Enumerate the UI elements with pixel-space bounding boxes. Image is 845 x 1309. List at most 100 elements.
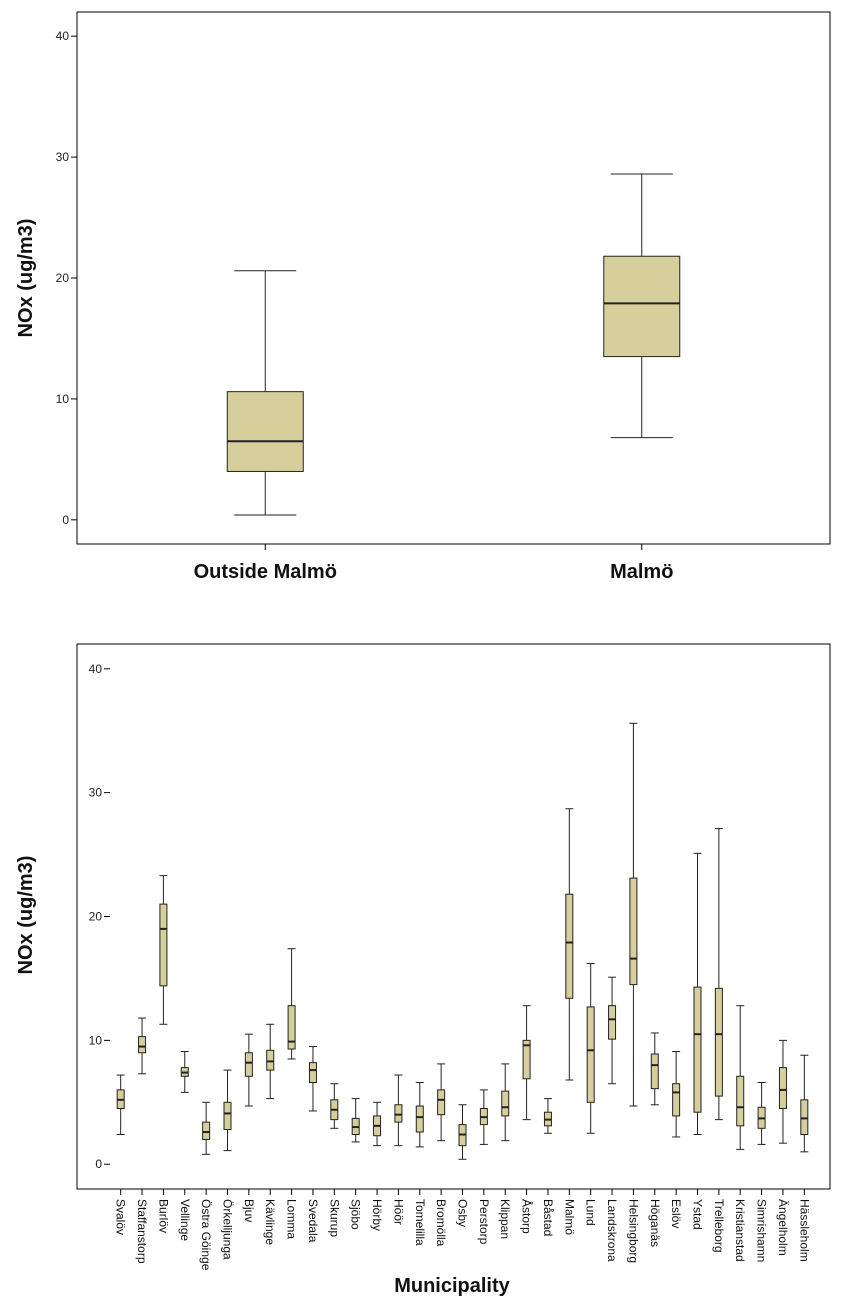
iqr-box — [608, 1005, 617, 1040]
box-plot — [159, 875, 168, 1025]
box-plot — [415, 1081, 424, 1148]
x-tick-label: Burlöv — [156, 1199, 170, 1233]
y-tick-label: 20 — [56, 271, 70, 285]
box-plot — [226, 270, 304, 516]
iqr-box — [565, 893, 574, 999]
x-tick-label: Bjuv — [242, 1199, 256, 1222]
box-plot — [650, 1032, 659, 1106]
x-axis: Svalöv Staffanstorp Burlöv Vellinge Östra Gö… — [114, 1189, 811, 1271]
box-plot — [223, 1069, 232, 1152]
plot-frame — [76, 11, 831, 545]
iqr-box — [693, 986, 702, 1113]
iqr-box — [308, 1062, 317, 1083]
box-plot — [330, 1083, 339, 1129]
x-tick-label: Eslöv — [669, 1199, 683, 1228]
y-axis-title: NOx (ug/m3) — [15, 219, 37, 338]
box-plot — [479, 1089, 488, 1145]
box-plot — [543, 1098, 552, 1134]
x-tick-label: Hörby — [370, 1199, 384, 1231]
box-plot — [308, 1046, 317, 1112]
iqr-box — [437, 1089, 446, 1116]
iqr-box — [415, 1105, 424, 1133]
box-plot — [757, 1081, 766, 1145]
box-plot — [736, 1005, 745, 1150]
iqr-box — [138, 1036, 147, 1054]
x-tick-label: Malmö — [610, 561, 673, 583]
chart-region-malmo-vs-outside: 0 10 20 30 40 Outside Malmö Malmö NOx (ug/m3) — [15, 11, 831, 583]
x-axis-title: Municipality — [394, 1275, 510, 1297]
iqr-box — [266, 1049, 275, 1071]
x-tick-label: Östra Göinge — [199, 1199, 213, 1271]
box-plot — [180, 1051, 189, 1093]
box-plot — [501, 1063, 510, 1142]
iqr-box — [226, 391, 304, 472]
box-plot — [522, 1005, 531, 1121]
box-plot — [394, 1074, 403, 1147]
iqr-box — [244, 1052, 253, 1077]
iqr-box — [672, 1083, 681, 1117]
x-tick-label: Osby — [456, 1199, 470, 1227]
x-tick-label: Lomma — [285, 1199, 299, 1239]
box-plots — [116, 722, 809, 1160]
y-axis: 0 10 20 30 40 — [56, 29, 77, 527]
y-tick-label: 30 — [89, 786, 103, 800]
iqr-box — [736, 1075, 745, 1127]
box-plot — [351, 1098, 360, 1143]
box-plot — [116, 1074, 125, 1135]
x-tick-label: Höör — [391, 1199, 405, 1225]
y-tick-label: 0 — [95, 1157, 102, 1171]
iqr-box — [586, 1006, 595, 1103]
y-tick-label: 10 — [56, 392, 70, 406]
iqr-box — [650, 1053, 659, 1090]
box-plot — [603, 173, 681, 439]
y-tick-label: 10 — [89, 1033, 103, 1047]
iqr-box — [629, 877, 638, 986]
x-tick-label: Svalöv — [114, 1199, 128, 1235]
iqr-box — [800, 1099, 809, 1136]
x-tick-label: Trelleborg — [712, 1199, 726, 1253]
x-tick-label: Hässleholm — [797, 1199, 811, 1262]
box-plot — [586, 963, 595, 1134]
box-plot — [287, 948, 296, 1060]
x-tick-label: Outside Malmö — [194, 561, 337, 583]
iqr-box — [714, 987, 723, 1097]
box-plot — [437, 1063, 446, 1142]
x-tick-label: Malmö — [562, 1199, 576, 1235]
x-tick-label: Landskrona — [605, 1199, 619, 1262]
plot-frame — [76, 643, 831, 1190]
iqr-box — [501, 1090, 510, 1117]
x-tick-label: Ystad — [691, 1199, 705, 1230]
x-tick-label: Höganäs — [648, 1199, 662, 1247]
iqr-box — [603, 255, 681, 358]
x-tick-label: Svedala — [306, 1199, 320, 1243]
x-tick-label: Ängelholm — [776, 1199, 790, 1256]
x-tick-label: Sjöbo — [349, 1199, 363, 1230]
x-tick-label: Lund — [584, 1199, 598, 1226]
chart-region-municipality: 0 10 20 30 40 Svalöv Staffanstorp Burlöv Vellin… — [15, 643, 831, 1297]
iqr-box — [159, 903, 168, 987]
box-plot — [629, 722, 638, 1107]
iqr-box — [522, 1039, 531, 1080]
x-tick-label: Staffanstorp — [135, 1199, 149, 1264]
x-tick-label: Skurup — [327, 1199, 341, 1237]
box-plot — [373, 1101, 382, 1147]
box-plot — [800, 1054, 809, 1153]
iqr-box — [778, 1067, 787, 1109]
box-plot — [202, 1101, 211, 1155]
x-axis: Outside Malmö Malmö — [194, 544, 673, 583]
x-tick-label: Simrishamn — [755, 1199, 769, 1262]
x-tick-label: Helsingborg — [626, 1199, 640, 1263]
x-tick-label: Vellinge — [178, 1199, 192, 1241]
x-tick-label: Perstorp — [477, 1199, 491, 1245]
y-tick-label: 30 — [56, 150, 70, 164]
x-tick-label: Kävlinge — [263, 1199, 277, 1245]
iqr-box — [287, 1005, 296, 1050]
box-plot — [138, 1017, 147, 1075]
x-tick-label: Bromölla — [434, 1199, 448, 1247]
y-axis-title: NOx (ug/m3) — [15, 856, 37, 975]
x-tick-label: Klippan — [498, 1199, 512, 1239]
y-axis: 0 10 20 30 40 — [89, 662, 110, 1171]
x-tick-label: Båstad — [541, 1199, 555, 1236]
x-tick-label: Kristianstad — [733, 1199, 747, 1262]
